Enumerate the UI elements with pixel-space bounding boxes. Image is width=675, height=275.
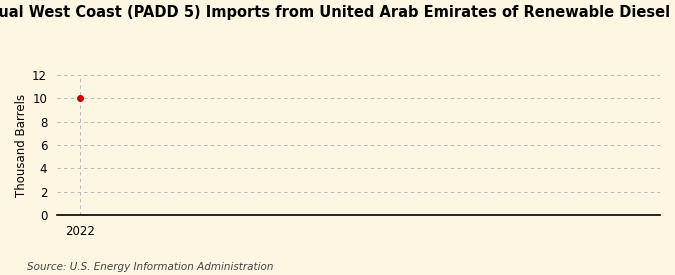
Text: Source: U.S. Energy Information Administration: Source: U.S. Energy Information Administ… — [27, 262, 273, 272]
Text: Annual West Coast (PADD 5) Imports from United Arab Emirates of Renewable Diesel: Annual West Coast (PADD 5) Imports from … — [0, 6, 675, 21]
Y-axis label: Thousand Barrels: Thousand Barrels — [15, 94, 28, 197]
